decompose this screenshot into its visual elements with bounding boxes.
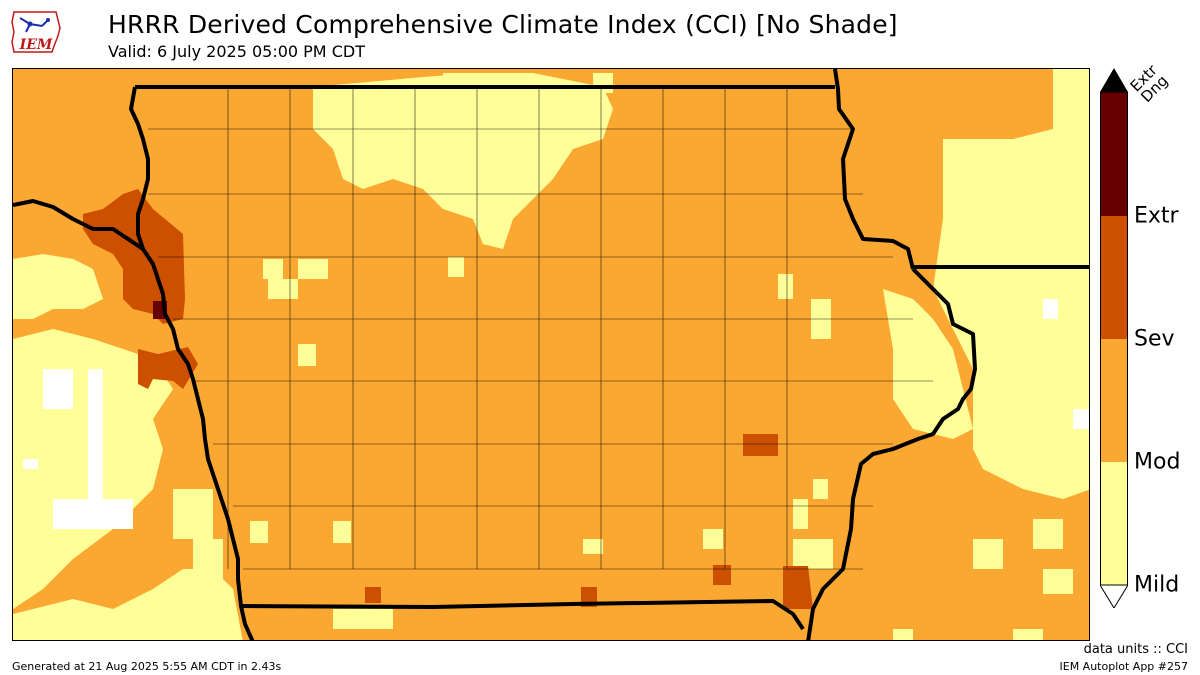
generated-timestamp: Generated at 21 Aug 2025 5:55 AM CDT in … <box>12 660 282 673</box>
logo-text: IEM <box>19 37 53 53</box>
app-label: IEM Autoplot App #257 <box>1059 660 1189 673</box>
colorbar <box>1100 68 1128 608</box>
colorbar-extr-dng <box>1100 92 1128 216</box>
colorbar-label-extr-dng-text: Extr Dng <box>1126 61 1172 106</box>
colorbar-label-extr-dng: Extr Dng <box>1126 61 1172 106</box>
colorbar-label-sev: Sev <box>1134 326 1175 352</box>
colorbar-label-extr: Extr <box>1134 203 1179 229</box>
colorbar-mod <box>1100 462 1128 585</box>
colorbar-sev <box>1100 339 1128 462</box>
page-title: HRRR Derived Comprehensive Climate Index… <box>108 10 898 39</box>
colorbar-label-mod: Mod <box>1134 449 1181 475</box>
data-units: data units :: CCI <box>1083 642 1188 657</box>
colorbar-label-mild: Mild <box>1134 572 1180 598</box>
valid-time: Valid: 6 July 2025 05:00 PM CDT <box>108 42 365 61</box>
colorbar-extr <box>1100 216 1128 339</box>
cci-map <box>12 68 1090 641</box>
iem-logo: IEM <box>8 6 64 58</box>
